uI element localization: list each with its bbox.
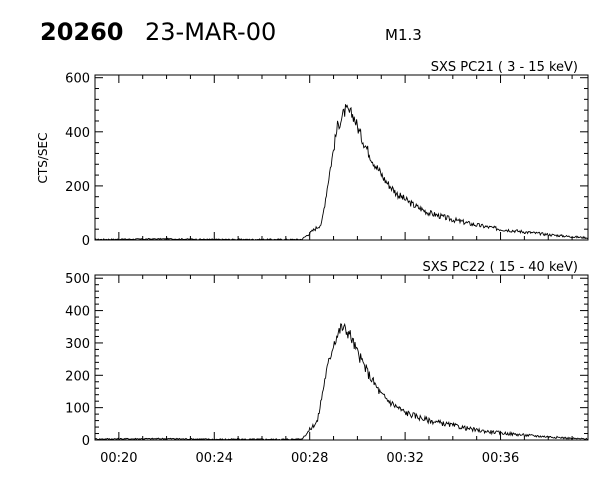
panel-title: SXS PC22 ( 15 - 40 keV): [422, 260, 578, 275]
x-tick-label: 00:36: [482, 451, 519, 466]
y-tick-label: 200: [65, 369, 90, 384]
y-tick-label: 600: [65, 72, 90, 87]
panel-pc22: SXS PC22 ( 15 - 40 keV) 0 100 200 300 400 500 0…: [65, 260, 589, 466]
x-tick-label: 00:32: [386, 451, 423, 466]
y-axis-label: CTS/SEC: [36, 133, 50, 184]
flare-class: M1.3: [385, 26, 422, 44]
y-tick-label: 0: [82, 434, 90, 449]
event-date: 23-MAR-00: [145, 18, 276, 46]
plot-frame: [94, 74, 589, 241]
count-rate-line: [95, 104, 589, 241]
y-tick-label: 400: [65, 305, 90, 320]
y-tick-label: 400: [65, 126, 90, 141]
y-tick-label: 100: [65, 402, 90, 417]
plot-frame: [94, 274, 589, 441]
panel-pc21: SXS PC21 ( 3 - 15 keV) CTS/SEC 0 200 400 600: [36, 60, 589, 249]
y-tick-label: 0: [82, 234, 90, 249]
x-tick-label: 00:24: [196, 451, 233, 466]
x-tick-label: 00:28: [291, 451, 328, 466]
count-rate-line: [94, 322, 588, 441]
y-tick-label: 500: [65, 272, 90, 287]
event-id: 20260: [40, 18, 124, 46]
y-tick-label: 300: [65, 337, 90, 352]
panel-title: SXS PC21 ( 3 - 15 keV): [431, 60, 578, 75]
y-tick-label: 200: [65, 180, 90, 195]
x-tick-label: 00:20: [100, 451, 137, 466]
